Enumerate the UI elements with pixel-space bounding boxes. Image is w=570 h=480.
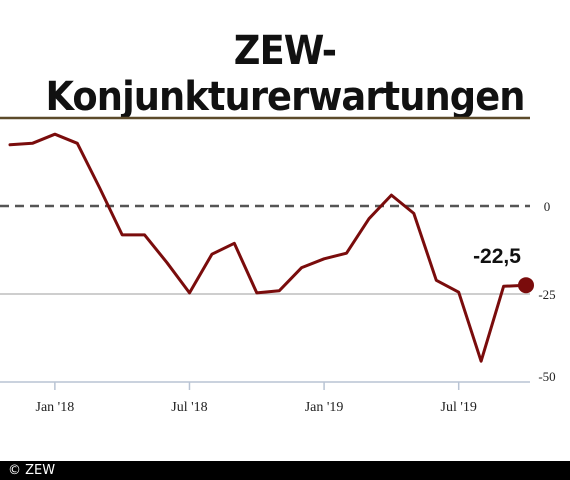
chart-title: ZEW-Konjunkturerwartungen: [45, 28, 525, 120]
y-tick-label: -25: [538, 287, 555, 302]
line-chart: -22,5 Jan '18 Jul '18 Jan '19 Jul '19 0 -25 -5…: [0, 116, 556, 415]
copyright-footer: © ZEW: [0, 461, 570, 480]
x-tick-label: Jan '19: [305, 400, 344, 415]
latest-value-label: -22,5: [473, 245, 521, 268]
x-tick-label: Jul '19: [441, 400, 477, 415]
y-tick-label: -50: [538, 369, 555, 384]
series-line: [8, 132, 528, 363]
x-tick-label: Jul '18: [171, 400, 207, 415]
latest-value-marker: [518, 277, 534, 294]
series-layer: -22,5: [8, 132, 534, 363]
grid-layer: [0, 116, 530, 383]
y-tick-label: 0: [544, 199, 551, 214]
axis-layer: Jan '18 Jul '18 Jan '19 Jul '19 0 -25 -50: [36, 199, 556, 415]
x-tick-label: Jan '18: [36, 400, 75, 415]
